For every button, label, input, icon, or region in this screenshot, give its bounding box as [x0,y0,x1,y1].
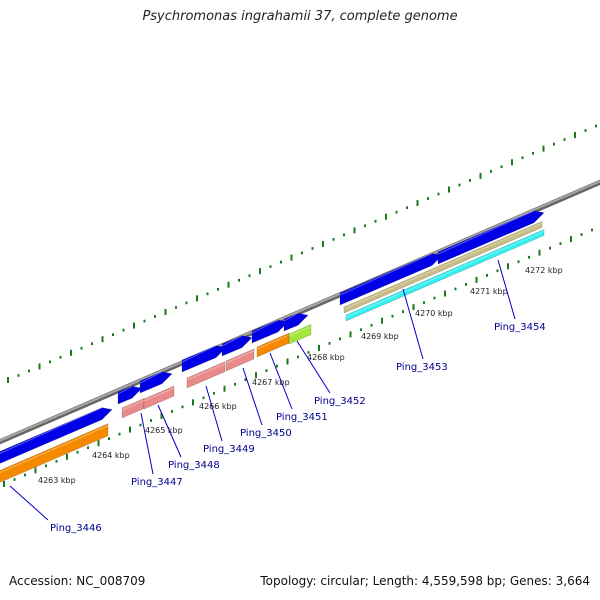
scale-label: 4268 kbp [307,353,345,362]
rrna-gene [225,348,255,372]
label-connector [296,340,331,394]
cds-arrow-highlight [117,385,133,395]
cds-arrow [181,345,227,373]
label-connectors [9,259,516,521]
cds-arrow-highlight [0,407,103,454]
label-connector [157,404,182,458]
gene-orange [0,423,109,483]
scale-labels: 4263 kbp 4264 kbp 4265 kbp 4266 kbp 4267… [38,266,563,485]
cds-arrow [117,385,143,405]
rrna-gene-highlight [186,363,226,381]
label-connector [497,259,516,320]
rrna-gene-highlight [225,350,255,364]
cds-arrow-highlight [139,371,163,384]
scale-label: 4263 kbp [38,476,76,485]
cds-arrow [437,210,545,265]
gene-label-ping-3448[interactable]: Ping_3448 [168,460,220,471]
outer-tick-ring [7,124,597,383]
cds-arrow [221,335,253,357]
cds-arrow-highlight [283,312,299,322]
gene-label-ping-3447[interactable]: Ping_3447 [131,477,183,488]
inner-tick-ring [3,228,593,487]
scale-label: 4265 kbp [145,426,183,435]
cds-arrow-highlight [339,253,433,296]
gene-cyan [345,229,545,322]
label-connector [242,367,263,426]
gene-cyan-highlight [345,231,545,318]
gene-lime [288,324,312,345]
gene-khaki [343,221,543,314]
scale-label: 4264 kbp [92,451,130,460]
map-title: Psychromonas ingrahamii 37, complete gen… [142,9,458,24]
cds-arrow [139,371,173,394]
gene-khaki-highlight [343,223,543,310]
cds-arrow-highlight [221,335,243,347]
genome-summary-text: Topology: circular; Length: 4,559,598 bp… [260,574,590,588]
accession-text: Accession: NC_008709 [9,574,146,588]
scale-label: 4269 kbp [361,332,399,341]
gene-track [0,210,545,483]
cds-arrow-highlight [181,345,217,363]
rrna-gene-highlight [121,400,145,411]
rrna-gene [143,385,175,410]
label-connector [140,412,154,475]
gene-label-ping-3450[interactable]: Ping_3450 [240,428,292,439]
label-connector [402,288,424,360]
gene-orange-highlight [256,334,290,350]
gene-labels: Ping_3446 Ping_3447 Ping_3448 Ping_3449 … [50,322,546,534]
cds-arrow [0,407,113,464]
gene-label-ping-3449[interactable]: Ping_3449 [203,444,255,455]
label-connector [9,485,49,521]
scale-label: 4271 kbp [470,287,508,296]
gene-orange-highlight [0,425,109,473]
gene-label-ping-3452[interactable]: Ping_3452 [314,396,366,407]
cds-arrow [339,253,443,306]
scale-label: 4270 kbp [415,309,453,318]
cds-arrow-highlight [437,210,535,255]
gene-label-ping-3453[interactable]: Ping_3453 [396,362,448,373]
label-connector [269,352,293,410]
gene-label-ping-3454[interactable]: Ping_3454 [494,322,546,333]
cds-arrow [251,319,289,344]
cds-arrow-highlight [251,319,279,334]
gene-label-ping-3446[interactable]: Ping_3446 [50,523,102,534]
gene-lime-highlight [288,326,312,337]
gene-label-ping-3451[interactable]: Ping_3451 [276,412,328,423]
scale-label: 4272 kbp [525,266,563,275]
scale-label: 4266 kbp [199,402,237,411]
label-connector [205,385,223,442]
genome-backbone-highlight [0,180,600,442]
cds-arrow [283,312,309,332]
rrna-gene-highlight [143,387,175,402]
scale-label: 4267 kbp [252,378,290,387]
rrna-gene [186,361,226,389]
